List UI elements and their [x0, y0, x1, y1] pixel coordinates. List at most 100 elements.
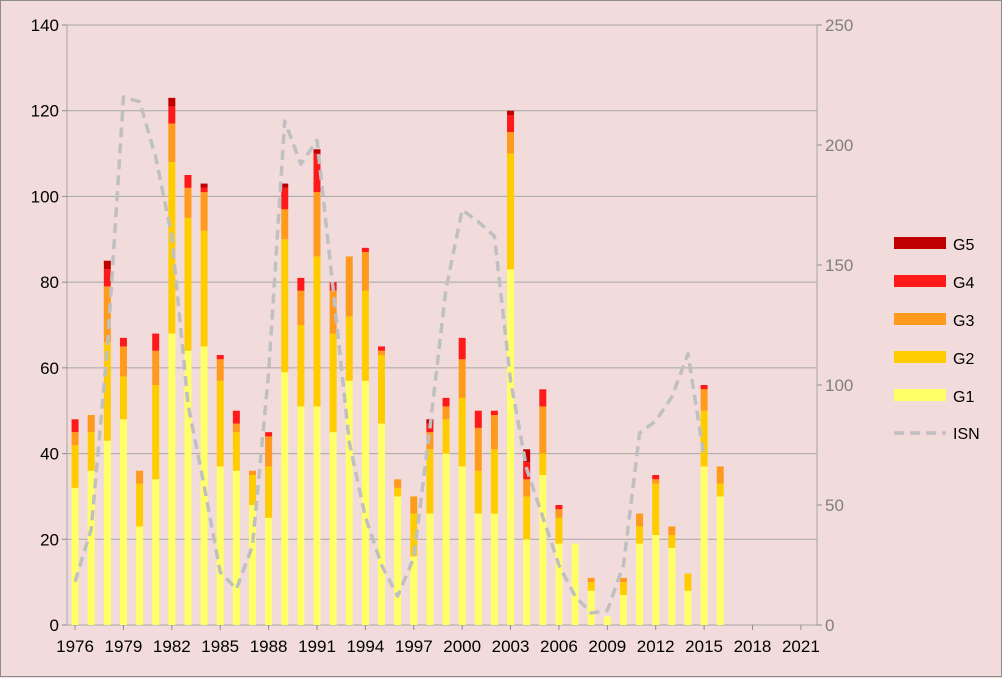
bar-g4-2003 [507, 115, 515, 133]
bar-g1-1998 [426, 513, 434, 625]
left-axis-tick-label: 120 [31, 102, 59, 121]
bar-g1-1988 [265, 517, 273, 625]
bar-g1-2000 [458, 466, 466, 625]
bar-g3-1993 [345, 256, 353, 317]
bar-g2-2001 [474, 470, 482, 514]
bar-g2-1996 [394, 487, 402, 497]
x-axis-tick-label: 1979 [105, 637, 143, 656]
bar-g2-2003 [507, 153, 515, 270]
bar-g3-1986 [232, 423, 240, 433]
bar-g3-1980 [136, 470, 144, 484]
bar-g4-2000 [458, 337, 466, 360]
x-axis-tick-label: 1976 [56, 637, 94, 656]
bar-g2-1983 [184, 217, 192, 351]
bar-g2-1992 [329, 333, 337, 433]
bar-g3-1983 [184, 187, 192, 218]
legend-label-isn: ISN [953, 426, 980, 443]
left-axis-tick-label: 40 [40, 445, 59, 464]
bar-g4-1988 [265, 432, 273, 437]
x-axis-tick-label: 2021 [782, 637, 820, 656]
bar-g4-1991 [313, 153, 321, 193]
bar-g2-2004 [523, 496, 531, 540]
bar-g3-1977 [87, 415, 95, 433]
bar-g4-1994 [361, 247, 369, 253]
bar-g2-1987 [248, 475, 256, 505]
bar-g1-1984 [200, 346, 208, 625]
axes: 0 20 40 60 80 100 120 140 0 50 100 150 200 250 1976 197… [31, 16, 854, 656]
x-axis-tick-label: 2018 [734, 637, 772, 656]
bar-g2-2016 [716, 483, 724, 497]
left-axis-tick-label: 60 [40, 359, 59, 378]
bar-g2-1984 [200, 230, 208, 347]
bar-g3-1981 [152, 350, 160, 385]
legend-label-g2: G2 [953, 351, 974, 368]
legend-swatch-g2 [894, 351, 946, 363]
x-axis-tick-label: 2003 [492, 637, 530, 656]
bar-g3-1984 [200, 192, 208, 231]
bar-g2-1990 [297, 325, 305, 407]
bar-g4-1995 [378, 346, 386, 351]
bar-g1-1999 [442, 453, 450, 625]
bar-g2-1982 [168, 162, 176, 334]
bar-g1-2004 [523, 539, 531, 625]
bar-g3-2004 [523, 479, 531, 497]
bar-g2-2011 [636, 526, 644, 544]
right-axis-tick-label: 50 [825, 496, 844, 515]
x-axis-tick-label: 1991 [298, 637, 336, 656]
bar-g5-1978 [103, 260, 111, 270]
bar-g3-2006 [555, 509, 563, 518]
x-axis-tick-label: 1985 [201, 637, 239, 656]
legend-label-g5: G5 [953, 237, 974, 254]
bar-g2-1995 [378, 355, 386, 424]
bar-g1-1987 [248, 505, 256, 625]
bar-g4-2015 [700, 385, 708, 390]
bar-g1-1980 [136, 526, 144, 625]
bar-g3-1996 [394, 479, 402, 488]
bar-g1-1976 [71, 487, 79, 625]
bar-g5-1991 [313, 149, 321, 154]
bar-g3-1989 [281, 209, 289, 240]
bar-g2-1985 [216, 380, 224, 467]
bar-g5-1984 [200, 183, 208, 188]
right-axis-tick-label: 100 [825, 376, 853, 395]
bar-g2-1998 [426, 449, 434, 514]
legend-swatch-g4 [894, 275, 946, 287]
bar-g1-1985 [216, 466, 224, 625]
bar-g4-1989 [281, 187, 289, 210]
bar-g1-1994 [361, 380, 369, 625]
x-axis-tick-label: 1988 [250, 637, 288, 656]
bar-g1-2007 [571, 543, 579, 625]
bar-g4-1985 [216, 355, 224, 360]
bar-g3-1978 [103, 286, 111, 343]
x-axis-tick-label: 2012 [637, 637, 675, 656]
bar-g2-1979 [119, 376, 127, 420]
bar-g2-2006 [555, 517, 563, 544]
bar-g4-1979 [119, 337, 127, 347]
bar-g1-1997 [410, 556, 418, 625]
bar-g1-2002 [490, 513, 498, 625]
bar-g4-2002 [490, 410, 498, 415]
bar-g5-2004 [523, 449, 531, 463]
bar-g2-2012 [652, 483, 660, 535]
bar-g4-1990 [297, 277, 305, 291]
legend-swatch-g5 [894, 237, 946, 249]
bar-g3-2002 [490, 415, 498, 450]
gridlines [66, 24, 818, 626]
plot-area-border [66, 24, 818, 626]
right-axis-tick-label: 200 [825, 136, 853, 155]
bar-g1-1991 [313, 406, 321, 625]
bar-g2-1999 [442, 419, 450, 454]
bar-g2-2013 [668, 535, 676, 548]
legend: G5 G4 G3 G2 G1 ISN [894, 237, 980, 443]
legend-label-g1: G1 [953, 389, 974, 406]
bar-g3-2005 [539, 406, 547, 454]
bar-g4-2012 [652, 475, 660, 480]
bar-g3-2001 [474, 427, 482, 471]
bar-g1-1996 [394, 496, 402, 625]
bar-g5-1989 [281, 183, 289, 188]
bar-g4-2005 [539, 389, 547, 407]
bar-g3-2008 [587, 577, 595, 583]
legend-swatch-g1 [894, 389, 946, 401]
bar-g1-2015 [700, 466, 708, 625]
